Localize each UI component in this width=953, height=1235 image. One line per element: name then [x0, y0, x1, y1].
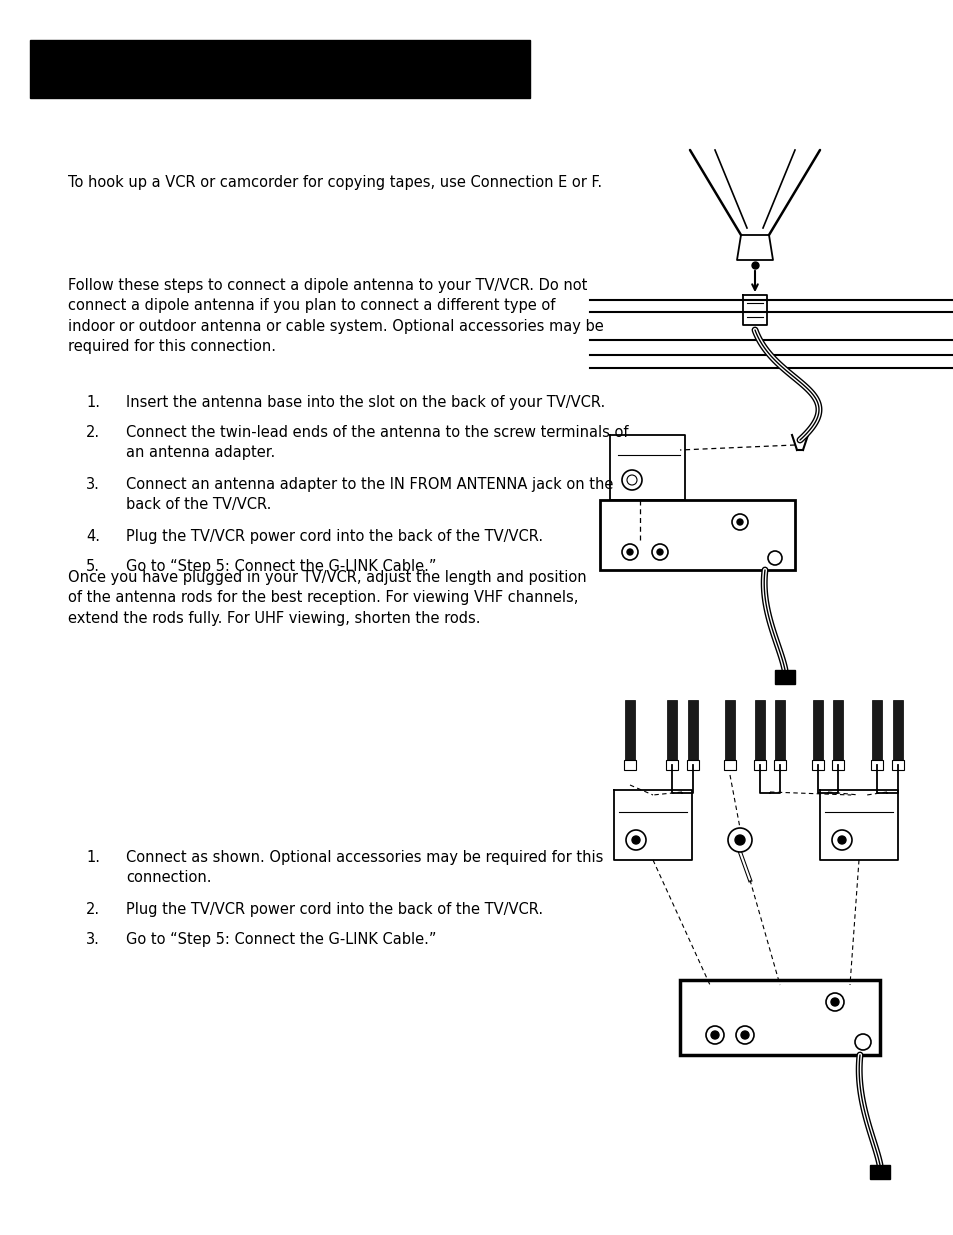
Bar: [724, 700, 734, 760]
Text: 2.: 2.: [86, 425, 100, 440]
Bar: [832, 700, 842, 760]
Text: Connect as shown. Optional accessories may be required for this
connection.: Connect as shown. Optional accessories m…: [126, 850, 602, 885]
Circle shape: [734, 835, 744, 845]
Bar: [891, 760, 903, 769]
Text: Once you have plugged in your TV/VCR, adjust the length and position
of the ante: Once you have plugged in your TV/VCR, ad…: [68, 571, 586, 626]
Circle shape: [831, 830, 851, 850]
Circle shape: [767, 551, 781, 564]
Circle shape: [837, 836, 845, 844]
Text: 5.: 5.: [86, 559, 100, 574]
Text: Plug the TV/VCR power cord into the back of the TV/VCR.: Plug the TV/VCR power cord into the back…: [126, 902, 542, 918]
Circle shape: [740, 1031, 748, 1039]
Bar: [812, 700, 822, 760]
Circle shape: [621, 543, 638, 559]
Circle shape: [710, 1031, 719, 1039]
Text: 4.: 4.: [86, 529, 100, 543]
Text: Connect the twin-lead ends of the antenna to the screw terminals of
an antenna a: Connect the twin-lead ends of the antenn…: [126, 425, 628, 461]
Circle shape: [737, 519, 742, 525]
Bar: [599, 500, 794, 571]
Circle shape: [731, 514, 747, 530]
Circle shape: [735, 1026, 753, 1044]
Bar: [774, 671, 794, 684]
Text: Follow these steps to connect a dipole antenna to your TV/VCR. Do not
connect a : Follow these steps to connect a dipole a…: [68, 278, 603, 354]
Bar: [723, 760, 735, 769]
Bar: [679, 981, 879, 1055]
Bar: [623, 760, 636, 769]
Bar: [774, 700, 784, 760]
Text: To hook up a VCR or camcorder for copying tapes, use Connection E or F.: To hook up a VCR or camcorder for copyin…: [68, 175, 601, 190]
Text: 3.: 3.: [86, 477, 100, 492]
Text: Connect an antenna adapter to the IN FROM ANTENNA jack on the
back of the TV/VCR: Connect an antenna adapter to the IN FRO…: [126, 477, 613, 513]
Text: Go to “Step 5: Connect the G-LINK Cable.”: Go to “Step 5: Connect the G-LINK Cable.…: [126, 932, 436, 947]
Circle shape: [621, 471, 641, 490]
Circle shape: [830, 998, 838, 1007]
Bar: [871, 700, 882, 760]
Bar: [754, 700, 764, 760]
Bar: [773, 760, 785, 769]
Circle shape: [626, 550, 633, 555]
Circle shape: [825, 993, 843, 1011]
Bar: [892, 700, 902, 760]
Text: 1.: 1.: [86, 850, 100, 864]
Circle shape: [626, 475, 637, 485]
Circle shape: [727, 827, 751, 852]
Circle shape: [705, 1026, 723, 1044]
Bar: [869, 1165, 889, 1179]
Bar: [686, 760, 699, 769]
Circle shape: [651, 543, 667, 559]
Bar: [753, 760, 765, 769]
Bar: [870, 760, 882, 769]
Text: 3.: 3.: [86, 932, 100, 947]
Circle shape: [854, 1034, 870, 1050]
Bar: [624, 700, 635, 760]
Text: Insert the antenna base into the slot on the back of your TV/VCR.: Insert the antenna base into the slot on…: [126, 395, 604, 410]
Circle shape: [631, 836, 639, 844]
Circle shape: [657, 550, 662, 555]
Text: 1.: 1.: [86, 395, 100, 410]
Bar: [687, 700, 698, 760]
Bar: [30, 40, 530, 98]
Bar: [831, 760, 843, 769]
Bar: [811, 760, 823, 769]
Text: Go to “Step 5: Connect the G-LINK Cable.”: Go to “Step 5: Connect the G-LINK Cable.…: [126, 559, 436, 574]
Bar: [665, 760, 678, 769]
Bar: [666, 700, 677, 760]
Text: 2.: 2.: [86, 902, 100, 918]
Circle shape: [625, 830, 645, 850]
Text: Plug the TV/VCR power cord into the back of the TV/VCR.: Plug the TV/VCR power cord into the back…: [126, 529, 542, 543]
